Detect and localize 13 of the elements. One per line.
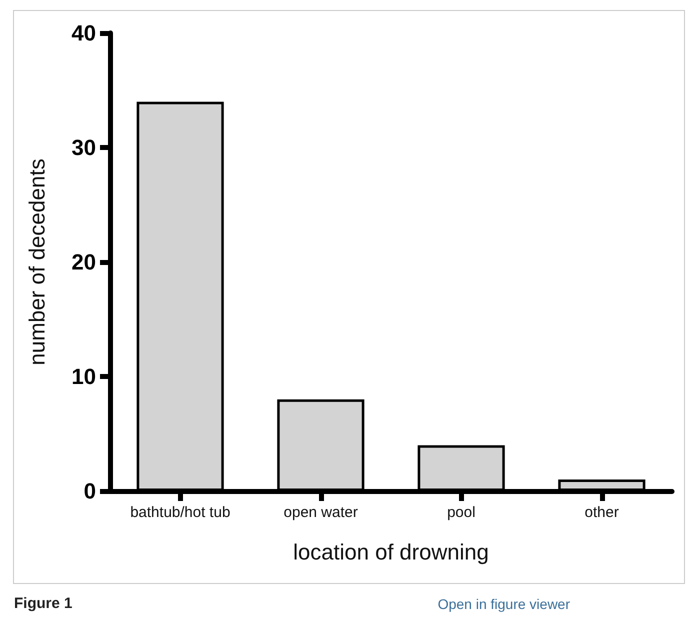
y-tick-label: 0 [84, 478, 96, 504]
x-tick-label: other [584, 504, 619, 521]
caption: Figure 1 [14, 595, 72, 612]
x-tick-label: open water [284, 504, 358, 521]
y-axis-title: number of decedents [24, 158, 50, 366]
text: Open in figure viewer [438, 596, 570, 612]
y-tick-label: 40 [72, 20, 96, 46]
y-tick-label: 20 [72, 250, 96, 274]
x-tick-label: bathtub/hot tub [130, 504, 230, 521]
x-tick-label: pool [447, 504, 476, 521]
y-tick-label: 10 [72, 364, 96, 389]
x-axis-title: location of drowning [293, 540, 489, 564]
y-tick-label: 30 [72, 135, 96, 160]
